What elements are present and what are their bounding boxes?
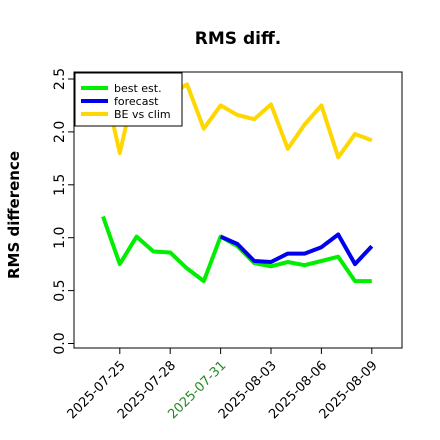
y-axis: 0.0 0.5 1.0 1.5 2.0 2.5 <box>52 68 74 355</box>
plot-frame <box>73 71 403 349</box>
chart-title: RMS diff. <box>195 29 281 49</box>
y-tick-label: 2.5 <box>52 68 68 90</box>
y-tick-label: 0.0 <box>52 332 68 354</box>
legend-label: best est. <box>114 82 162 95</box>
legend-label: forecast <box>114 95 159 108</box>
legend-label: BE vs clim <box>114 108 171 121</box>
y-tick-label: 0.5 <box>52 279 68 301</box>
y-axis-label: RMS difference <box>5 151 23 279</box>
y-tick-label: 1.5 <box>52 174 68 196</box>
series-line-1 <box>101 215 372 284</box>
x-axis: 2025-07-252025-07-282025-07-312025-08-03… <box>65 348 381 422</box>
y-tick-label: 1.0 <box>52 227 68 249</box>
y-tick-label: 2.0 <box>52 121 68 143</box>
series-line-2 <box>219 232 374 267</box>
